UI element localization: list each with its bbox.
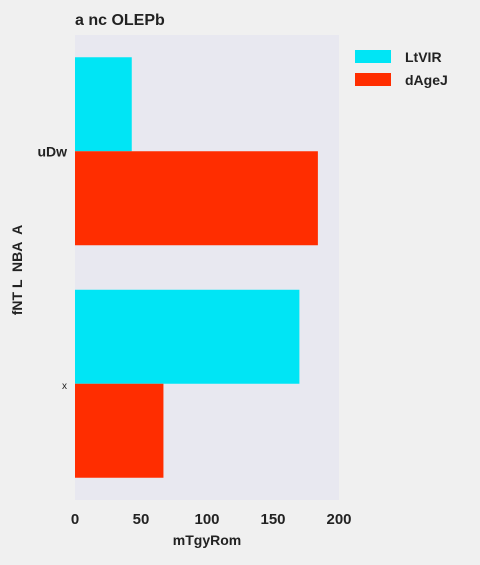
bars-group <box>75 57 318 478</box>
x-tick-label: 150 <box>260 511 285 528</box>
bar-LtVIR-x <box>75 289 300 384</box>
y-axis-label: fNT L NBA A <box>9 225 25 315</box>
bar-dAgeJ-x <box>75 383 164 478</box>
chart-title: a nc OLEPb <box>75 12 165 29</box>
x-tick-label: 200 <box>326 511 351 528</box>
legend-label-dAgeJ: dAgeJ <box>405 72 448 88</box>
x-tick-label: 0 <box>71 511 79 528</box>
x-ticks-group: 0 50 100 150 200 <box>71 511 352 528</box>
legend-swatch-LtVIR <box>355 50 391 63</box>
x-axis-label: mTgyRom <box>173 532 241 548</box>
bar-LtVIR-uDw <box>75 57 132 152</box>
x-tick-label: 100 <box>194 511 219 528</box>
y-category-label: uDw <box>37 143 67 159</box>
x-tick-label: 50 <box>133 511 150 528</box>
legend-swatch-dAgeJ <box>355 73 391 86</box>
legend-label-LtVIR: LtVIR <box>405 49 442 65</box>
bar-dAgeJ-uDw <box>75 151 318 246</box>
y-category-label: x <box>62 381 67 392</box>
legend: LtVIR dAgeJ <box>355 49 448 88</box>
y-categories-group: uDw x <box>37 143 67 392</box>
